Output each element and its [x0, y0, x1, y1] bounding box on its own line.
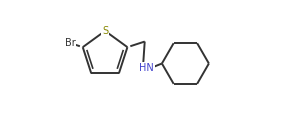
Text: Br: Br	[65, 38, 76, 48]
Text: HN: HN	[139, 63, 154, 73]
Text: S: S	[102, 26, 108, 36]
